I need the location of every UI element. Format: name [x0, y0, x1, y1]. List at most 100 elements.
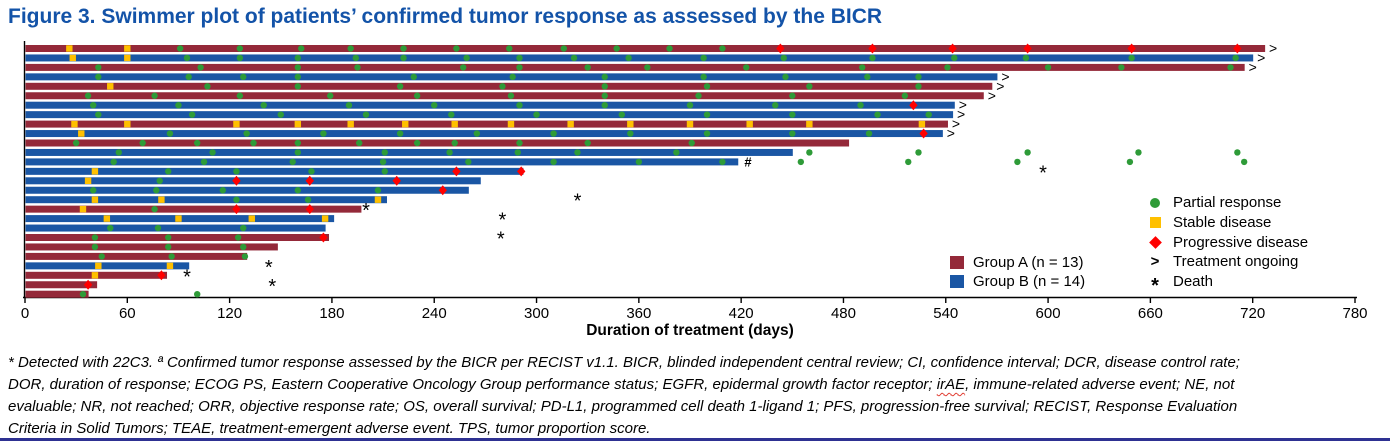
pr-marker	[188, 111, 196, 118]
pr-marker	[289, 158, 296, 166]
pr-marker	[1022, 54, 1030, 62]
pr-marker	[453, 45, 460, 52]
pr-marker	[465, 158, 472, 166]
sd-marker	[66, 45, 73, 52]
pr-marker	[79, 291, 87, 298]
pr-marker	[644, 64, 651, 71]
pr-marker	[789, 130, 796, 137]
pr-marker	[396, 83, 404, 90]
x-tick-label: 780	[1342, 305, 1367, 322]
ongoing-marker: >	[988, 87, 996, 103]
post-treatment-pr-marker	[1240, 158, 1248, 166]
sd-marker	[806, 120, 813, 128]
swimmer-bar-26	[25, 281, 98, 289]
pr-marker	[91, 234, 99, 241]
pr-marker	[806, 83, 813, 90]
sd-marker	[402, 120, 409, 128]
sd-marker	[91, 168, 99, 175]
pr-marker	[1118, 64, 1125, 71]
pr-marker	[236, 45, 244, 52]
pr-marker	[410, 73, 417, 81]
pr-marker	[151, 92, 158, 99]
pr-marker	[166, 130, 174, 137]
sd-marker	[103, 215, 111, 222]
progressive-disease-icon	[1148, 235, 1162, 249]
pd-marker	[1127, 43, 1136, 54]
sd-marker	[71, 120, 78, 128]
death-marker: *	[499, 210, 507, 232]
sd-marker	[124, 120, 131, 128]
pr-marker	[944, 64, 951, 71]
pd-marker	[157, 270, 166, 281]
pr-marker	[233, 168, 240, 175]
post-treatment-pr-marker	[1126, 158, 1134, 166]
pr-marker	[185, 73, 192, 81]
pr-marker	[219, 187, 226, 194]
legend-item-label: Stable disease	[1173, 214, 1272, 232]
sd-marker	[84, 177, 92, 184]
sd-marker	[158, 196, 165, 203]
swimmer-bar-17	[25, 196, 387, 204]
pr-marker	[260, 102, 267, 109]
x-tick-label: 0	[21, 305, 29, 322]
treatment-ongoing-icon: >	[1150, 253, 1160, 271]
ongoing-marker: >	[1249, 59, 1257, 75]
stable-disease-icon	[1149, 217, 1161, 229]
pr-marker	[115, 149, 122, 156]
pr-marker	[686, 102, 694, 109]
pr-marker	[673, 149, 680, 156]
pd-marker	[232, 175, 241, 186]
ongoing-marker: >	[1257, 49, 1265, 65]
pr-marker	[352, 54, 359, 62]
legend-item-label: Partial response	[1173, 194, 1282, 212]
pd-marker	[305, 175, 314, 186]
legend-group-label: Group B (n = 14)	[973, 273, 1086, 290]
pd-marker	[1233, 43, 1242, 54]
death-marker: *	[1039, 162, 1047, 184]
pr-marker	[236, 92, 244, 99]
pr-marker	[234, 234, 242, 241]
pr-marker	[176, 45, 184, 52]
pd-marker	[438, 185, 447, 196]
legend-item-label: Treatment ongoing	[1173, 253, 1299, 271]
x-tick-label: 120	[217, 305, 242, 322]
pr-marker	[550, 158, 557, 166]
death-marker: *	[362, 200, 370, 222]
sd-marker	[166, 262, 174, 270]
ongoing-marker: >	[1269, 40, 1277, 56]
sd-marker	[567, 120, 574, 128]
footnote-line: evaluable; NR, not reached; ORR, objecti…	[8, 398, 1238, 415]
swimmer-bar-15	[25, 177, 481, 185]
footnote: * Detected with 22C3. ª Confirmed tumor …	[8, 352, 1240, 440]
death-marker: *	[183, 266, 191, 288]
pr-marker	[460, 64, 467, 71]
pr-marker	[560, 45, 568, 52]
pr-marker	[601, 102, 608, 109]
x-tick-label: 60	[119, 305, 136, 322]
pr-marker	[703, 111, 711, 118]
pr-marker	[635, 158, 643, 166]
swimmer-bar-22	[25, 243, 278, 251]
pr-marker	[243, 130, 250, 137]
pr-marker	[789, 92, 796, 99]
ongoing-marker: >	[947, 125, 955, 141]
sd-marker	[107, 83, 114, 90]
pr-marker	[509, 73, 516, 81]
ongoing-marker: >	[996, 78, 1004, 94]
footnote-line: * Detected with 22C3. ª Confirmed tumor …	[8, 354, 1240, 371]
pr-marker	[507, 92, 515, 99]
pr-marker	[165, 243, 172, 251]
legend-groups: Group A (n = 13) Group B (n = 14)	[950, 253, 1085, 291]
pr-marker	[381, 168, 388, 175]
pr-marker	[379, 158, 387, 166]
pr-marker	[294, 73, 302, 81]
x-tick-label: 480	[831, 305, 856, 322]
pr-marker	[915, 73, 922, 81]
pr-marker	[613, 45, 620, 52]
spellcheck-underline: irAE	[936, 376, 966, 393]
pr-marker	[294, 64, 302, 71]
hash-marker: #	[744, 154, 752, 169]
pr-marker	[533, 111, 540, 118]
swimmer-bar-24	[25, 262, 190, 270]
legend-item-label: Progressive disease	[1173, 233, 1309, 251]
